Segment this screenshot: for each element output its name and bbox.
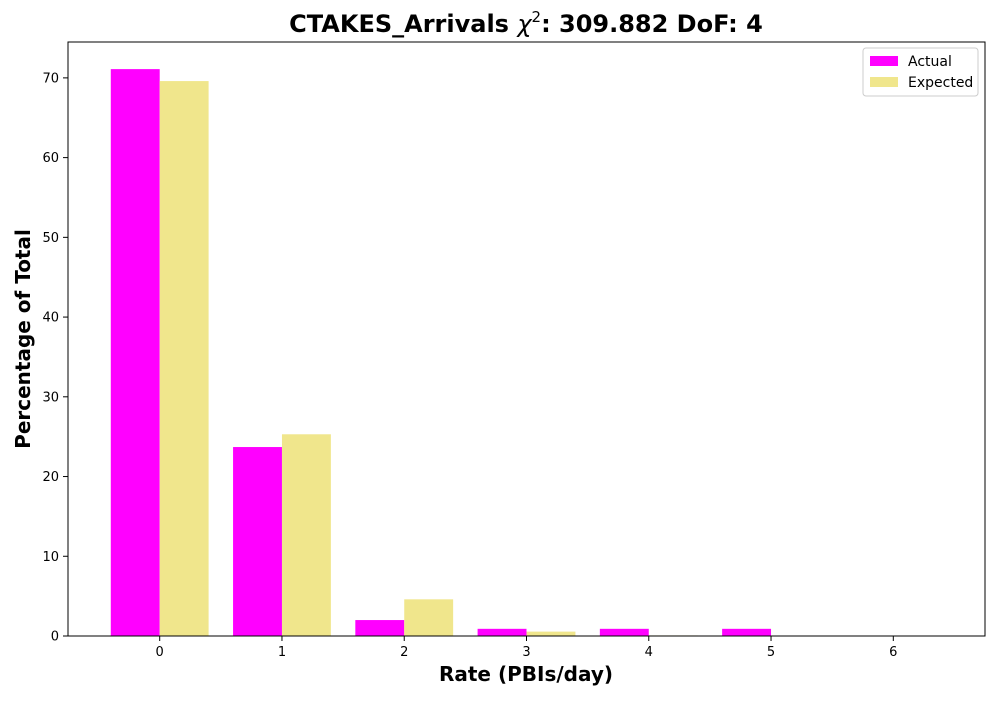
chart-title: CTAKES_Arrivals χ2: 309.882 DoF: 4 (289, 8, 763, 38)
title-suffix: : 309.882 DoF: 4 (541, 10, 763, 38)
y-tick-label: 0 (51, 630, 59, 645)
x-tick-label: 4 (645, 645, 653, 660)
legend-label-expected: Expected (908, 75, 973, 91)
title-prefix: CTAKES_Arrivals (289, 10, 517, 38)
legend-swatch-expected (870, 77, 898, 87)
title-chi-symbol: χ (515, 10, 532, 38)
x-tick-label: 1 (278, 645, 286, 660)
bar-actual-1 (233, 447, 282, 636)
y-tick-label: 30 (42, 390, 59, 405)
x-axis-label: Rate (PBIs/day) (439, 662, 613, 686)
bar-expected-1 (281, 434, 331, 636)
y-axis-label: Percentage of Total (11, 229, 35, 449)
bar-actual-2 (355, 620, 405, 636)
bar-actual-4 (599, 628, 649, 636)
x-tick-label: 2 (400, 645, 408, 660)
bar-actual-3 (477, 628, 527, 636)
y-tick-label: 70 (42, 71, 59, 86)
y-tick-label: 10 (42, 550, 59, 565)
y-tick-label: 50 (42, 231, 59, 246)
bars-group (110, 69, 772, 637)
y-tick-label: 60 (42, 151, 59, 166)
x-axis-ticks: 0 1 2 3 4 5 6 (156, 636, 897, 660)
y-axis-ticks: 0 10 20 30 40 50 60 70 (42, 71, 68, 645)
bar-actual-0 (110, 69, 160, 637)
x-tick-label: 3 (522, 645, 530, 660)
title-superscript: 2 (532, 8, 542, 26)
y-tick-label: 20 (42, 470, 59, 485)
bar-expected-0 (159, 81, 209, 636)
bar-actual-5 (722, 628, 772, 636)
x-tick-label: 0 (156, 645, 164, 660)
x-tick-label: 5 (767, 645, 775, 660)
bar-expected-3 (526, 631, 576, 636)
legend: Actual Expected (862, 47, 979, 97)
y-tick-label: 40 (42, 311, 59, 326)
legend-label-actual: Actual (908, 54, 952, 70)
x-tick-label: 6 (889, 645, 897, 660)
bar-expected-2 (404, 599, 454, 636)
legend-swatch-actual (870, 56, 898, 66)
